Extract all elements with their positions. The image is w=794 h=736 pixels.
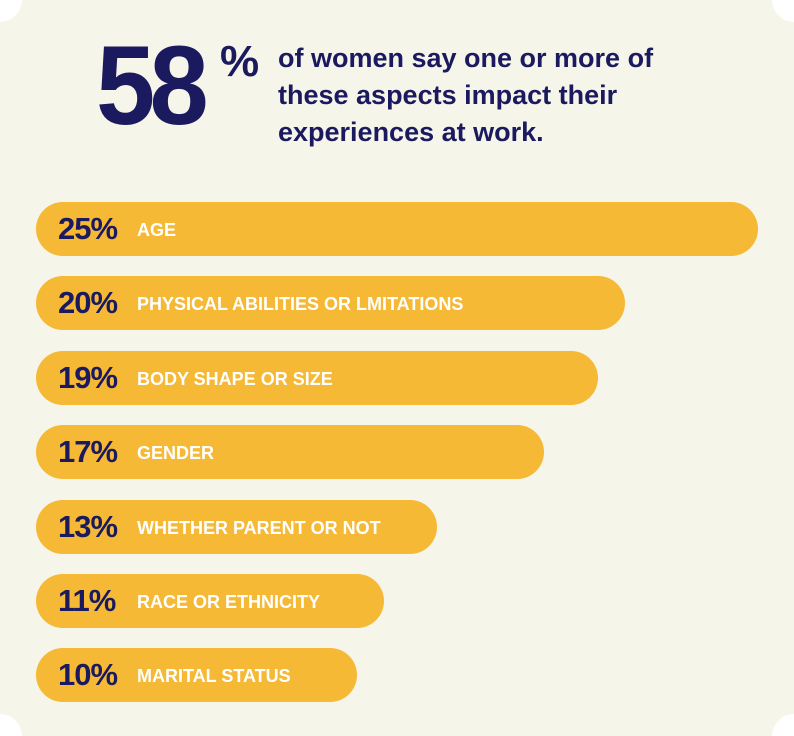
category-label: MARITAL STATUS bbox=[137, 666, 291, 687]
category-label: AGE bbox=[137, 220, 177, 240]
bar bbox=[36, 202, 759, 256]
headline-number: 58 bbox=[96, 23, 209, 148]
corner bbox=[772, 714, 794, 736]
value-label: 10% bbox=[58, 657, 118, 693]
headline-text: of women say one or more of these aspect… bbox=[278, 43, 654, 147]
bar bbox=[36, 574, 385, 628]
value-label: 13% bbox=[58, 508, 118, 544]
value-label: 25% bbox=[58, 211, 118, 246]
value-label: 19% bbox=[58, 359, 118, 395]
value-label: 17% bbox=[58, 434, 118, 470]
bar bbox=[36, 499, 438, 554]
value-label: 20% bbox=[58, 285, 118, 321]
bar bbox=[36, 276, 625, 331]
corner bbox=[0, 714, 22, 736]
bar bbox=[36, 350, 598, 405]
value-label: 11% bbox=[58, 583, 116, 618]
category-label: BODY SHAPE OR SIZE bbox=[137, 368, 333, 389]
category-label: WHETHER PARENT OR NOT bbox=[137, 517, 381, 538]
category-label: GENDER bbox=[137, 443, 215, 464]
headline-unit: % bbox=[220, 37, 260, 86]
category-label: PHYSICAL ABILITIES OR LMITATIONS bbox=[137, 294, 464, 315]
corner bbox=[772, 0, 794, 22]
bar bbox=[36, 648, 358, 703]
corner bbox=[0, 0, 22, 22]
bar bbox=[36, 425, 545, 480]
category-label: RACE OR ETHNICITY bbox=[137, 592, 321, 612]
